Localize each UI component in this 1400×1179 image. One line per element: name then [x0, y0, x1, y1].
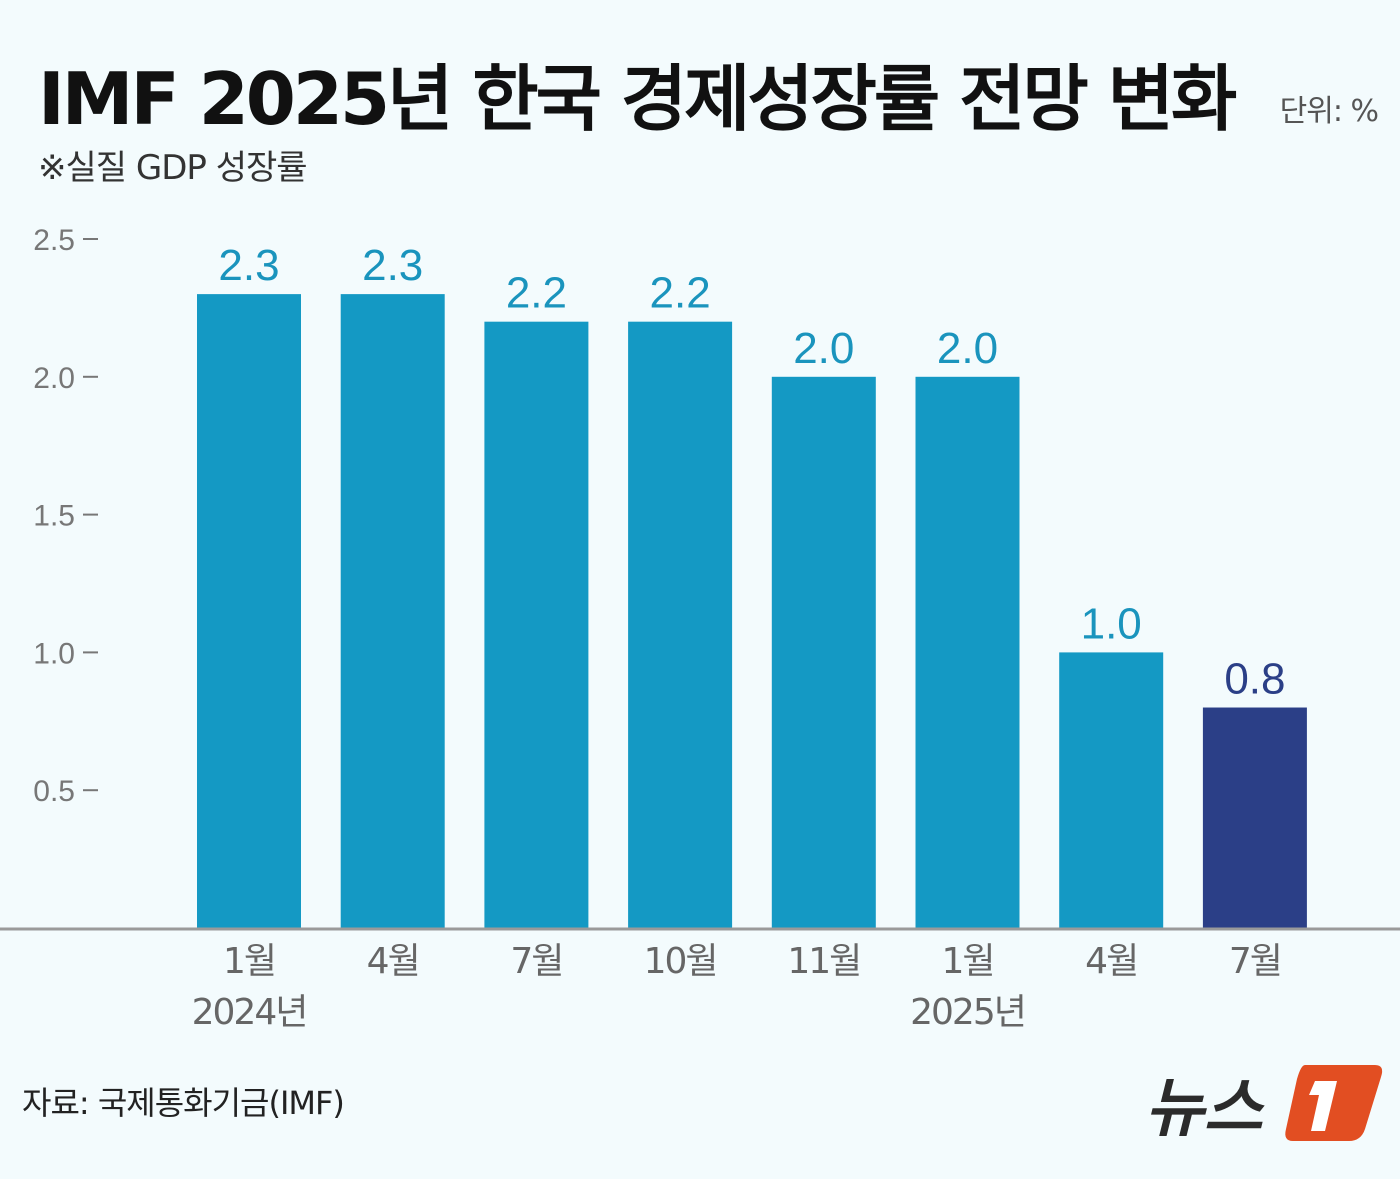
- unit-label: 단위: %: [1279, 94, 1379, 129]
- x-group-label: 2024년: [192, 992, 307, 1033]
- source-note: 자료: 국제통화기금(IMF): [22, 1084, 345, 1122]
- y-tick-label: 1.0: [33, 637, 75, 670]
- bar: [197, 294, 301, 928]
- svg-text:뉴스: 뉴스: [1145, 1072, 1265, 1145]
- news1-logo: 뉴스: [1145, 1065, 1383, 1145]
- x-tick-label: 7월: [510, 941, 562, 982]
- bar: [1059, 652, 1164, 928]
- chart-subtitle: ※실질 GDP 성장률: [38, 148, 308, 188]
- bar: [1202, 707, 1307, 928]
- y-tick-label: 0.5: [33, 775, 75, 808]
- bar: [628, 321, 733, 928]
- chart-title: IMF 2025년 한국 경제성장률 전망 변화: [38, 57, 1237, 141]
- data-label: 2.3: [218, 241, 279, 290]
- data-label: 2.2: [506, 269, 567, 318]
- bar: [771, 376, 876, 928]
- data-label: 2.2: [650, 269, 711, 318]
- bar: [915, 376, 1020, 928]
- data-label: 2.0: [937, 324, 998, 373]
- y-tick-label: 1.5: [33, 500, 75, 533]
- bar: [340, 294, 445, 928]
- data-label: 2.3: [362, 241, 423, 290]
- y-tick-label: 2.5: [33, 224, 75, 257]
- x-tick-label: 7월: [1229, 941, 1281, 982]
- x-tick-label: 10월: [644, 941, 717, 982]
- x-tick-label: 1월: [941, 941, 993, 982]
- data-label: 1.0: [1081, 599, 1142, 648]
- bar: [484, 321, 589, 928]
- data-label: 2.0: [793, 324, 854, 373]
- x-group-label: 2025년: [910, 992, 1025, 1033]
- data-label: 0.8: [1224, 655, 1285, 704]
- x-tick-label: 11월: [787, 941, 860, 982]
- y-tick-label: 2.0: [33, 362, 75, 395]
- x-tick-label: 1월: [223, 941, 275, 982]
- x-tick-label: 4월: [367, 941, 419, 982]
- x-tick-label: 4월: [1085, 941, 1137, 982]
